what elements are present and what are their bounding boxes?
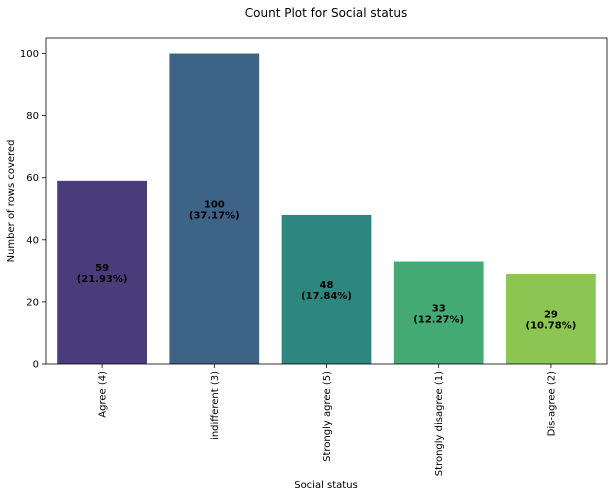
y-tick-label: 100: [20, 49, 39, 60]
bar-data-label: (21.93%): [77, 274, 128, 285]
bar-data-label: 33: [432, 303, 446, 314]
bar-data-label: 100: [204, 199, 225, 210]
bar-data-label: 29: [544, 309, 558, 320]
y-tick-label: 20: [26, 297, 39, 308]
x-tick-label: Strongly agree (5): [322, 371, 333, 462]
plot-frame: [45, 37, 608, 365]
x-axis-label: Social status: [294, 480, 358, 491]
y-axis: 0 20 40 60 80 100: [20, 49, 46, 371]
y-tick-label: 0: [33, 360, 39, 371]
chart-title: Count Plot for Social status: [245, 6, 407, 20]
bars-group: [57, 53, 596, 365]
y-tick-label: 80: [26, 111, 39, 122]
y-axis-label: Number of rows covered: [6, 140, 17, 263]
bar: [506, 273, 596, 364]
bar: [281, 214, 372, 364]
y-tick-label: 60: [26, 173, 39, 184]
bar: [169, 53, 260, 365]
x-tick-label: Agree (4): [98, 371, 109, 418]
bar-data-label: 59: [95, 263, 109, 274]
data-labels-group: 59(21.93%) 100(37.17%) 48(17.84%) 33(12.27%…: [77, 199, 577, 331]
bar-data-label: 48: [320, 280, 334, 291]
bar-data-label: (12.27%): [413, 314, 464, 325]
x-tick-label: Dis-agree (2): [546, 371, 557, 436]
x-axis: Agree (4) indifferent (3) Strongly agree (…: [98, 364, 557, 476]
x-tick-label: Strongly disagree (1): [434, 371, 445, 476]
bar-data-label: (37.17%): [189, 210, 240, 221]
bar: [393, 261, 484, 364]
bar: [57, 180, 147, 364]
y-tick-label: 40: [26, 235, 39, 246]
bar-data-label: (17.84%): [301, 291, 352, 302]
bar-data-label: (10.78%): [526, 320, 577, 331]
x-tick-label: indifferent (3): [210, 371, 221, 440]
